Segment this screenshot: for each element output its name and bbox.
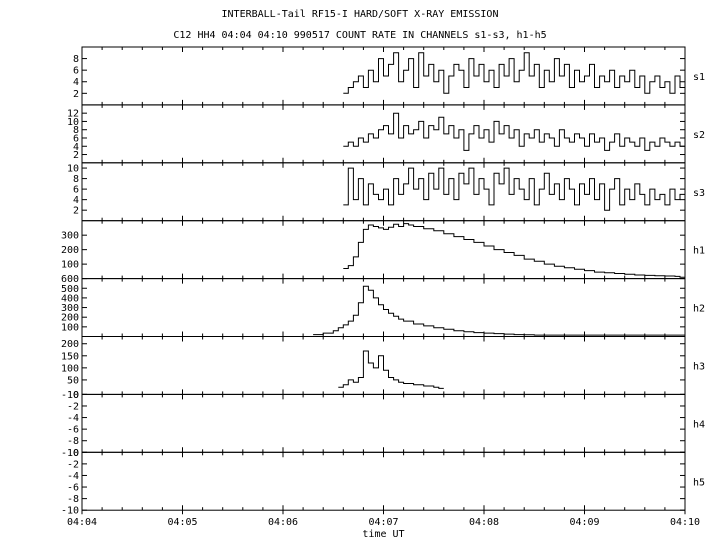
series-line-s3 <box>343 167 685 211</box>
x-tick-label: 04:07 <box>368 517 398 528</box>
y-tick-label-h4: 0 <box>73 390 79 401</box>
y-tick-label-h3: 150 <box>61 351 79 362</box>
y-tick-label-s2: 2 <box>73 150 79 161</box>
panel-label-h3: h3 <box>693 361 705 372</box>
y-tick-label-h2: 100 <box>61 322 79 333</box>
y-tick-label-h3: 200 <box>61 339 79 350</box>
x-tick-label: 04:04 <box>67 517 97 528</box>
y-tick-label-s3: 4 <box>73 195 79 206</box>
y-tick-label-s2: 4 <box>73 142 79 153</box>
panel-frame-h5 <box>81 451 686 511</box>
x-tick-label: 04:08 <box>469 517 499 528</box>
y-tick-label-s2: 8 <box>73 125 79 136</box>
panel-label-h4: h4 <box>693 419 705 430</box>
y-tick-label-s2: 10 <box>67 117 79 128</box>
y-tick-label-s2: 12 <box>67 109 79 120</box>
y-tick-label-h5: -6 <box>67 483 79 494</box>
series-line-h3 <box>338 350 444 389</box>
y-tick-label-s3: 2 <box>73 206 79 217</box>
y-tick-label-s1: 6 <box>73 66 79 77</box>
series-line-h2 <box>313 285 685 336</box>
panel-label-s1: s1 <box>693 72 705 83</box>
series-line-s2 <box>343 112 685 151</box>
y-tick-label-h1: 200 <box>61 245 79 256</box>
y-tick-label-h4: -6 <box>67 425 79 436</box>
panel-label-h5: h5 <box>693 477 705 488</box>
series-line-s1 <box>343 52 685 94</box>
y-tick-label-s3: 8 <box>73 174 79 185</box>
x-axis-label: time UT <box>362 529 404 540</box>
x-tick-label: 04:10 <box>670 517 700 528</box>
y-tick-label-h3: 100 <box>61 363 79 374</box>
y-tick-label-s1: 8 <box>73 54 79 65</box>
y-tick-label-s3: 6 <box>73 185 79 196</box>
panel-label-h2: h2 <box>693 304 705 315</box>
panel-label-h1: h1 <box>693 246 705 257</box>
y-tick-label-h1: 100 <box>61 260 79 271</box>
series-line-h1 <box>343 223 685 278</box>
panel-label-s3: s3 <box>693 188 705 199</box>
y-tick-label-h4: -4 <box>67 413 79 424</box>
y-tick-label-h1: 300 <box>61 231 79 242</box>
y-tick-label-h4: -10 <box>61 448 79 459</box>
x-tick-label: 04:09 <box>569 517 599 528</box>
chart-title: INTERBALL-Tail RF15-I HARD/SOFT X-RAY EM… <box>221 9 499 20</box>
y-tick-label-h5: -8 <box>67 494 79 505</box>
panel-frame-h4 <box>81 393 686 453</box>
y-tick-label-h3: 50 <box>67 375 79 386</box>
y-tick-label-s1: 4 <box>73 77 79 88</box>
panel-label-s2: s2 <box>693 130 705 141</box>
y-tick-label-h4: -8 <box>67 436 79 447</box>
y-tick-label-s1: 2 <box>73 89 79 100</box>
y-tick-label-h5: 0 <box>73 448 79 459</box>
y-tick-label-h3: -10 <box>61 390 79 401</box>
y-tick-label-h2: 300 <box>61 303 79 314</box>
y-tick-label-s2: 6 <box>73 133 79 144</box>
chart-subtitle: C12 HH4 04:04 04:10 990517 COUNT RATE IN… <box>173 30 547 41</box>
x-tick-label: 04:06 <box>268 517 298 528</box>
x-tick-label: 04:05 <box>167 517 197 528</box>
y-tick-label-h5: -4 <box>67 471 79 482</box>
y-tick-label-h2: 500 <box>61 284 79 295</box>
y-tick-label-h2: 600 <box>61 274 79 285</box>
y-tick-label-s3: 10 <box>67 164 79 175</box>
y-tick-label-h2: 200 <box>61 313 79 324</box>
y-tick-label-h5: -10 <box>61 506 79 517</box>
y-tick-label-h4: -2 <box>67 401 79 412</box>
y-tick-label-h5: -2 <box>67 459 79 470</box>
y-tick-label-h2: 400 <box>61 293 79 304</box>
